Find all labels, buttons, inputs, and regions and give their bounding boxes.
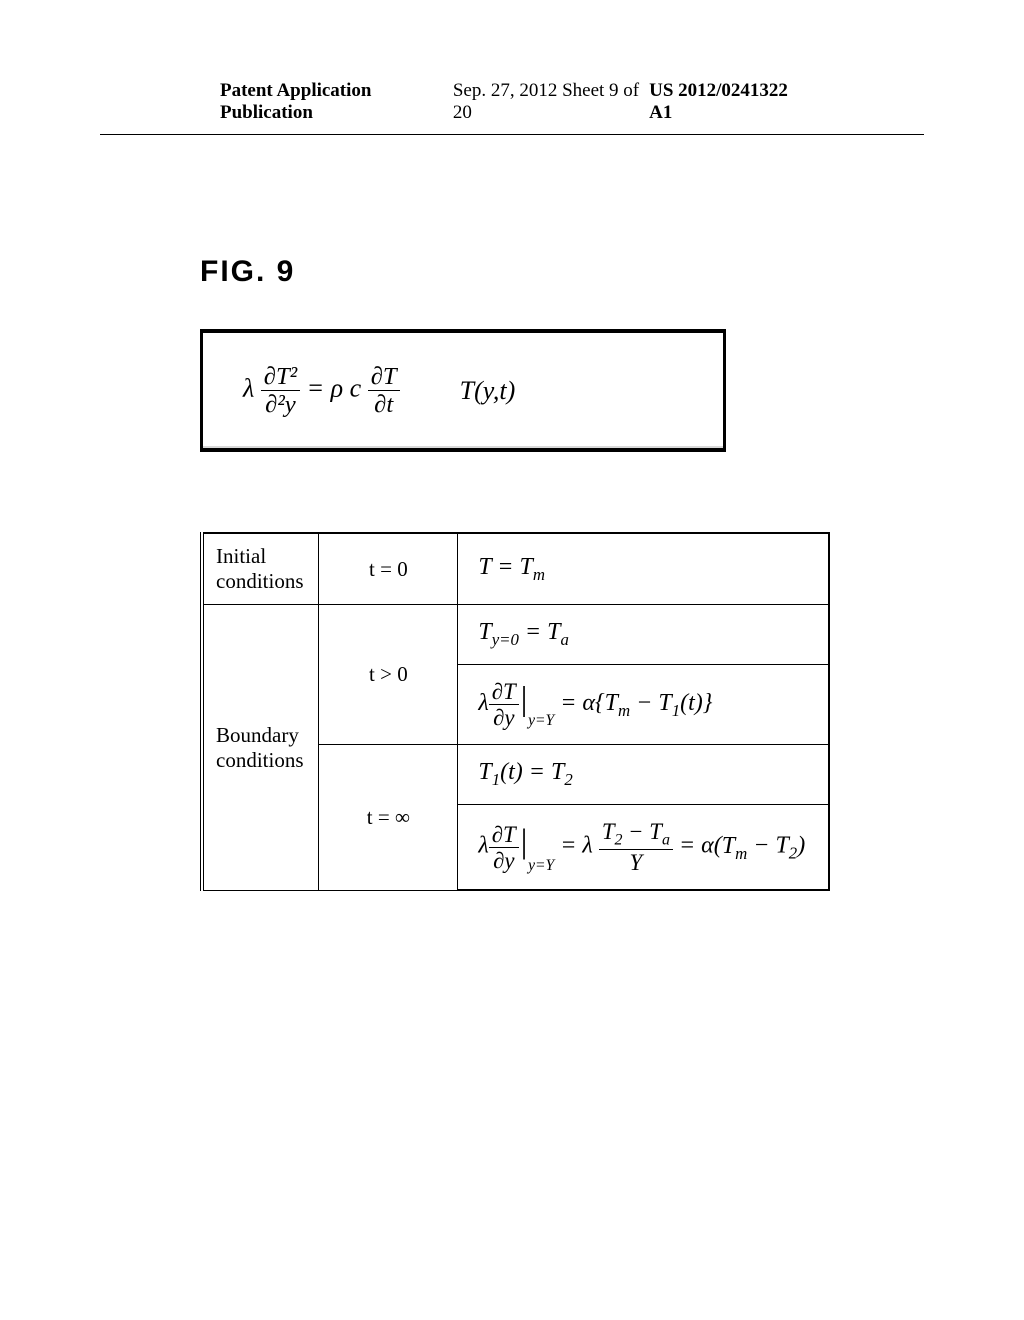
boundary-eq-2b: λ ∂T ∂y |y=Y = λ T2 − Ta Y = α(Tm − T2) — [458, 805, 829, 891]
table-row: Initialconditions t = 0 T = Tm — [202, 533, 829, 605]
eq-lhs-den: ∂²y — [262, 391, 299, 418]
initial-conditions-label: Initialconditions — [202, 533, 319, 605]
eq-rho-c: ρ c — [331, 374, 362, 403]
page-header: Patent Application Publication Sep. 27, … — [100, 0, 924, 135]
header-publication: Patent Application Publication — [220, 80, 453, 124]
table-row: Boundaryconditions t > 0 Ty=0 = Ta — [202, 605, 829, 665]
eq-lhs-num: ∂T² — [261, 363, 300, 391]
time-positive: t > 0 — [319, 605, 458, 745]
boundary-conditions-label: Boundaryconditions — [202, 605, 319, 890]
eq-rhs-den: ∂t — [371, 391, 396, 418]
header-patent-number: US 2012/0241322 A1 — [649, 80, 804, 124]
boundary-eq-1a: Ty=0 = Ta — [458, 605, 829, 665]
eq-lambda: λ — [243, 374, 254, 403]
eq-equals: = — [307, 374, 325, 403]
boundary-eq-1b: λ ∂T ∂y |y=Y = α{Tm − T1(t)} — [458, 665, 829, 745]
time-zero: t = 0 — [319, 533, 458, 605]
figure-label: FIG. 9 — [200, 255, 824, 289]
header-sheet: Sep. 27, 2012 Sheet 9 of 20 — [453, 80, 649, 124]
time-infinity: t = ∞ — [319, 745, 458, 890]
eq-rhs-num: ∂T — [368, 363, 400, 391]
figure-content: FIG. 9 λ ∂T² ∂²y = ρ c ∂T ∂t T(y,t) Init… — [0, 135, 1024, 891]
boundary-eq-2a: T1(t) = T2 — [458, 745, 829, 805]
heat-equation-box: λ ∂T² ∂²y = ρ c ∂T ∂t T(y,t) — [200, 329, 726, 452]
eq-func: T(y,t) — [460, 376, 516, 406]
conditions-table: Initialconditions t = 0 T = Tm Boundaryc… — [200, 532, 830, 891]
initial-eq: T = Tm — [458, 533, 829, 605]
heat-equation: λ ∂T² ∂²y = ρ c ∂T ∂t T(y,t) — [243, 363, 683, 418]
